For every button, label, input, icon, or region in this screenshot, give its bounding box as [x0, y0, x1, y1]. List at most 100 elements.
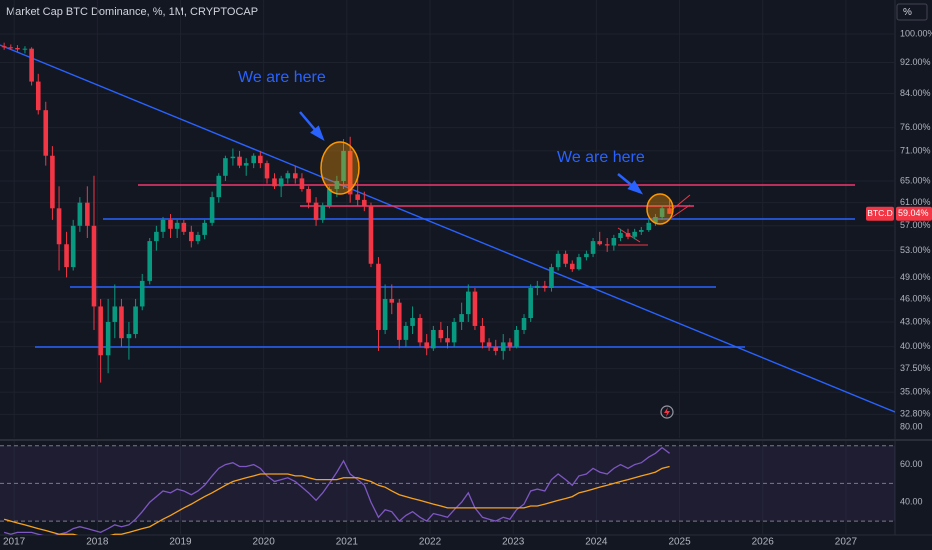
x-tick-label: 2022	[419, 537, 442, 548]
candle-body	[292, 173, 298, 179]
candle-body	[667, 208, 672, 214]
candle-body	[639, 230, 644, 232]
candle-body	[313, 202, 319, 220]
alert-icon-bolt	[664, 407, 670, 417]
candle-body	[1, 46, 7, 48]
candle-body	[424, 342, 430, 349]
candle-body	[35, 81, 41, 111]
candle-body	[223, 158, 228, 176]
alert-icon	[660, 405, 674, 419]
candle-body	[285, 173, 291, 179]
candle-body	[139, 280, 145, 307]
rsi-tick-label: 40.00	[900, 497, 923, 507]
candle-body	[493, 346, 499, 351]
y-tick-label: 40.00%	[900, 341, 931, 351]
candle-body	[451, 321, 457, 343]
x-tick-label: 2021	[336, 537, 359, 548]
candle-body	[459, 314, 464, 322]
highlight-circle	[646, 193, 674, 225]
candle-body	[431, 329, 436, 349]
candle-body	[507, 342, 513, 347]
candle-body	[334, 181, 340, 189]
candle-body	[576, 257, 582, 270]
candle-body	[355, 194, 360, 200]
arrow-head	[310, 125, 325, 142]
y-tick-label: 46.00%	[900, 293, 931, 303]
candle-body	[472, 291, 478, 326]
candle-body	[445, 338, 450, 343]
candle-body	[258, 155, 263, 164]
y-tick-label: 76.00%	[900, 122, 931, 132]
last-value-label: 59.04%	[898, 208, 929, 218]
candle-body	[147, 241, 153, 281]
candle-body	[243, 163, 249, 166]
candle-body	[278, 178, 284, 187]
candle-body	[160, 219, 166, 232]
candle-body	[535, 285, 540, 289]
candle-body	[327, 188, 332, 206]
rsi-tick-label: 80.00	[900, 421, 923, 431]
unit-box[interactable]	[896, 3, 928, 21]
price-pane: We are here We are here	[0, 0, 895, 438]
candle-body	[625, 233, 631, 237]
candle-body	[251, 155, 256, 164]
chart-title: Market Cap BTC Dominance, %, 1M, CRYPTOC…	[6, 6, 258, 18]
candle-body	[119, 306, 124, 339]
candle-body	[189, 231, 194, 242]
y-tick-label: 49.00%	[900, 272, 931, 282]
candle-body	[618, 233, 623, 238]
candle-body	[438, 329, 444, 339]
candle-body	[341, 150, 346, 182]
candle-body	[590, 241, 596, 254]
last-name: BTC.D	[867, 208, 893, 218]
candle-body	[465, 291, 471, 315]
candle-body	[528, 288, 533, 319]
candle-body	[22, 48, 28, 50]
candle-body	[77, 202, 83, 226]
candle-body	[368, 205, 374, 264]
rsi-tick-label: 60.00	[900, 459, 923, 469]
last-name-tag	[866, 206, 894, 221]
y-tick-label: 37.50%	[900, 363, 931, 373]
candle-body	[555, 253, 561, 268]
candle-body	[480, 325, 485, 343]
candle-body	[563, 253, 568, 264]
candle-body	[230, 156, 236, 159]
candle-body	[653, 216, 658, 223]
indicator-line	[3, 465, 670, 535]
trend-line	[0, 44, 895, 413]
candle-body	[133, 306, 138, 335]
candle-body	[542, 285, 548, 289]
candle-body	[8, 47, 14, 49]
candle-body	[382, 298, 388, 330]
y-tick-label: 57.00%	[900, 220, 931, 230]
candle-body	[514, 329, 519, 347]
candle-body	[50, 155, 55, 209]
y-tick-label: 100.00%	[900, 28, 932, 38]
candle-body	[320, 205, 326, 220]
y-tick-label: 92.00%	[900, 57, 931, 67]
x-tick-label: 2027	[835, 537, 858, 548]
candle-body	[396, 302, 402, 340]
x-tick-label: 2019	[169, 537, 192, 548]
candle-body	[64, 244, 69, 268]
candle-body	[604, 244, 610, 246]
unit-label: %	[903, 7, 912, 18]
x-tick-label: 2026	[752, 537, 775, 548]
candle-body	[91, 225, 97, 307]
candle-body	[70, 225, 76, 268]
y-tick-label: 71.00%	[900, 145, 931, 155]
y-tick-label: 53.00%	[900, 245, 931, 255]
candle-body	[362, 199, 367, 206]
y-tick-label: 32.80%	[900, 409, 931, 419]
candle-body	[486, 342, 492, 347]
y-tick-label: 35.00%	[900, 387, 931, 397]
x-tick-label: 2023	[502, 537, 525, 548]
candle-body	[56, 208, 62, 245]
x-tick-label: 2017	[3, 537, 26, 548]
candle-body	[216, 175, 222, 198]
candle-body	[264, 163, 270, 179]
